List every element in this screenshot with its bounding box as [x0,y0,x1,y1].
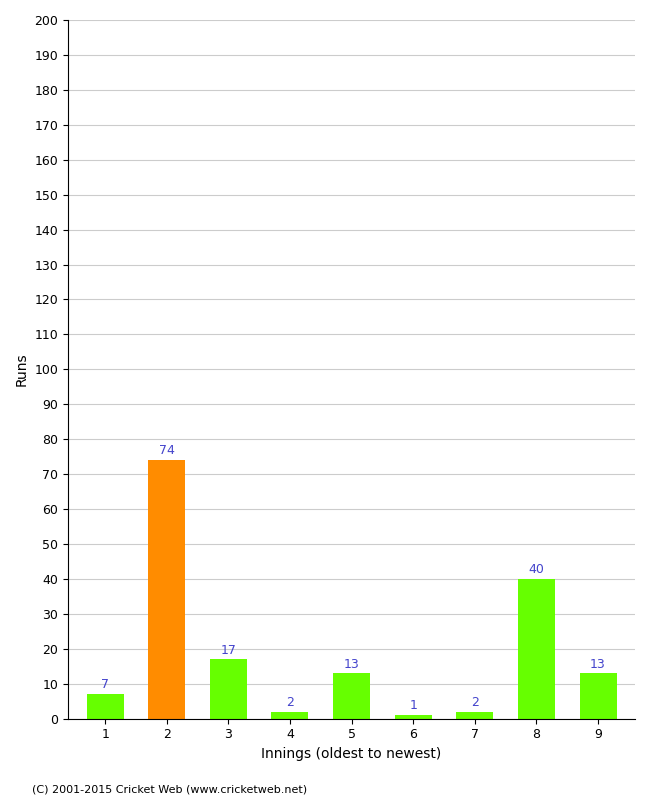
Text: 2: 2 [286,696,294,709]
X-axis label: Innings (oldest to newest): Innings (oldest to newest) [261,747,442,761]
Bar [456,712,493,718]
Y-axis label: Runs: Runs [15,353,29,386]
Bar [210,659,247,718]
Bar [148,460,185,718]
Text: 74: 74 [159,445,175,458]
Text: 13: 13 [344,658,359,670]
Text: 40: 40 [528,563,544,576]
Bar [395,715,432,718]
Text: 2: 2 [471,696,479,709]
Text: 13: 13 [590,658,606,670]
Text: 1: 1 [410,699,417,713]
Bar [333,674,370,718]
Bar [580,674,616,718]
Text: 17: 17 [220,643,237,657]
Text: 7: 7 [101,678,109,691]
Bar [518,579,555,718]
Text: (C) 2001-2015 Cricket Web (www.cricketweb.net): (C) 2001-2015 Cricket Web (www.cricketwe… [32,784,307,794]
Bar [86,694,124,718]
Bar [272,712,309,718]
